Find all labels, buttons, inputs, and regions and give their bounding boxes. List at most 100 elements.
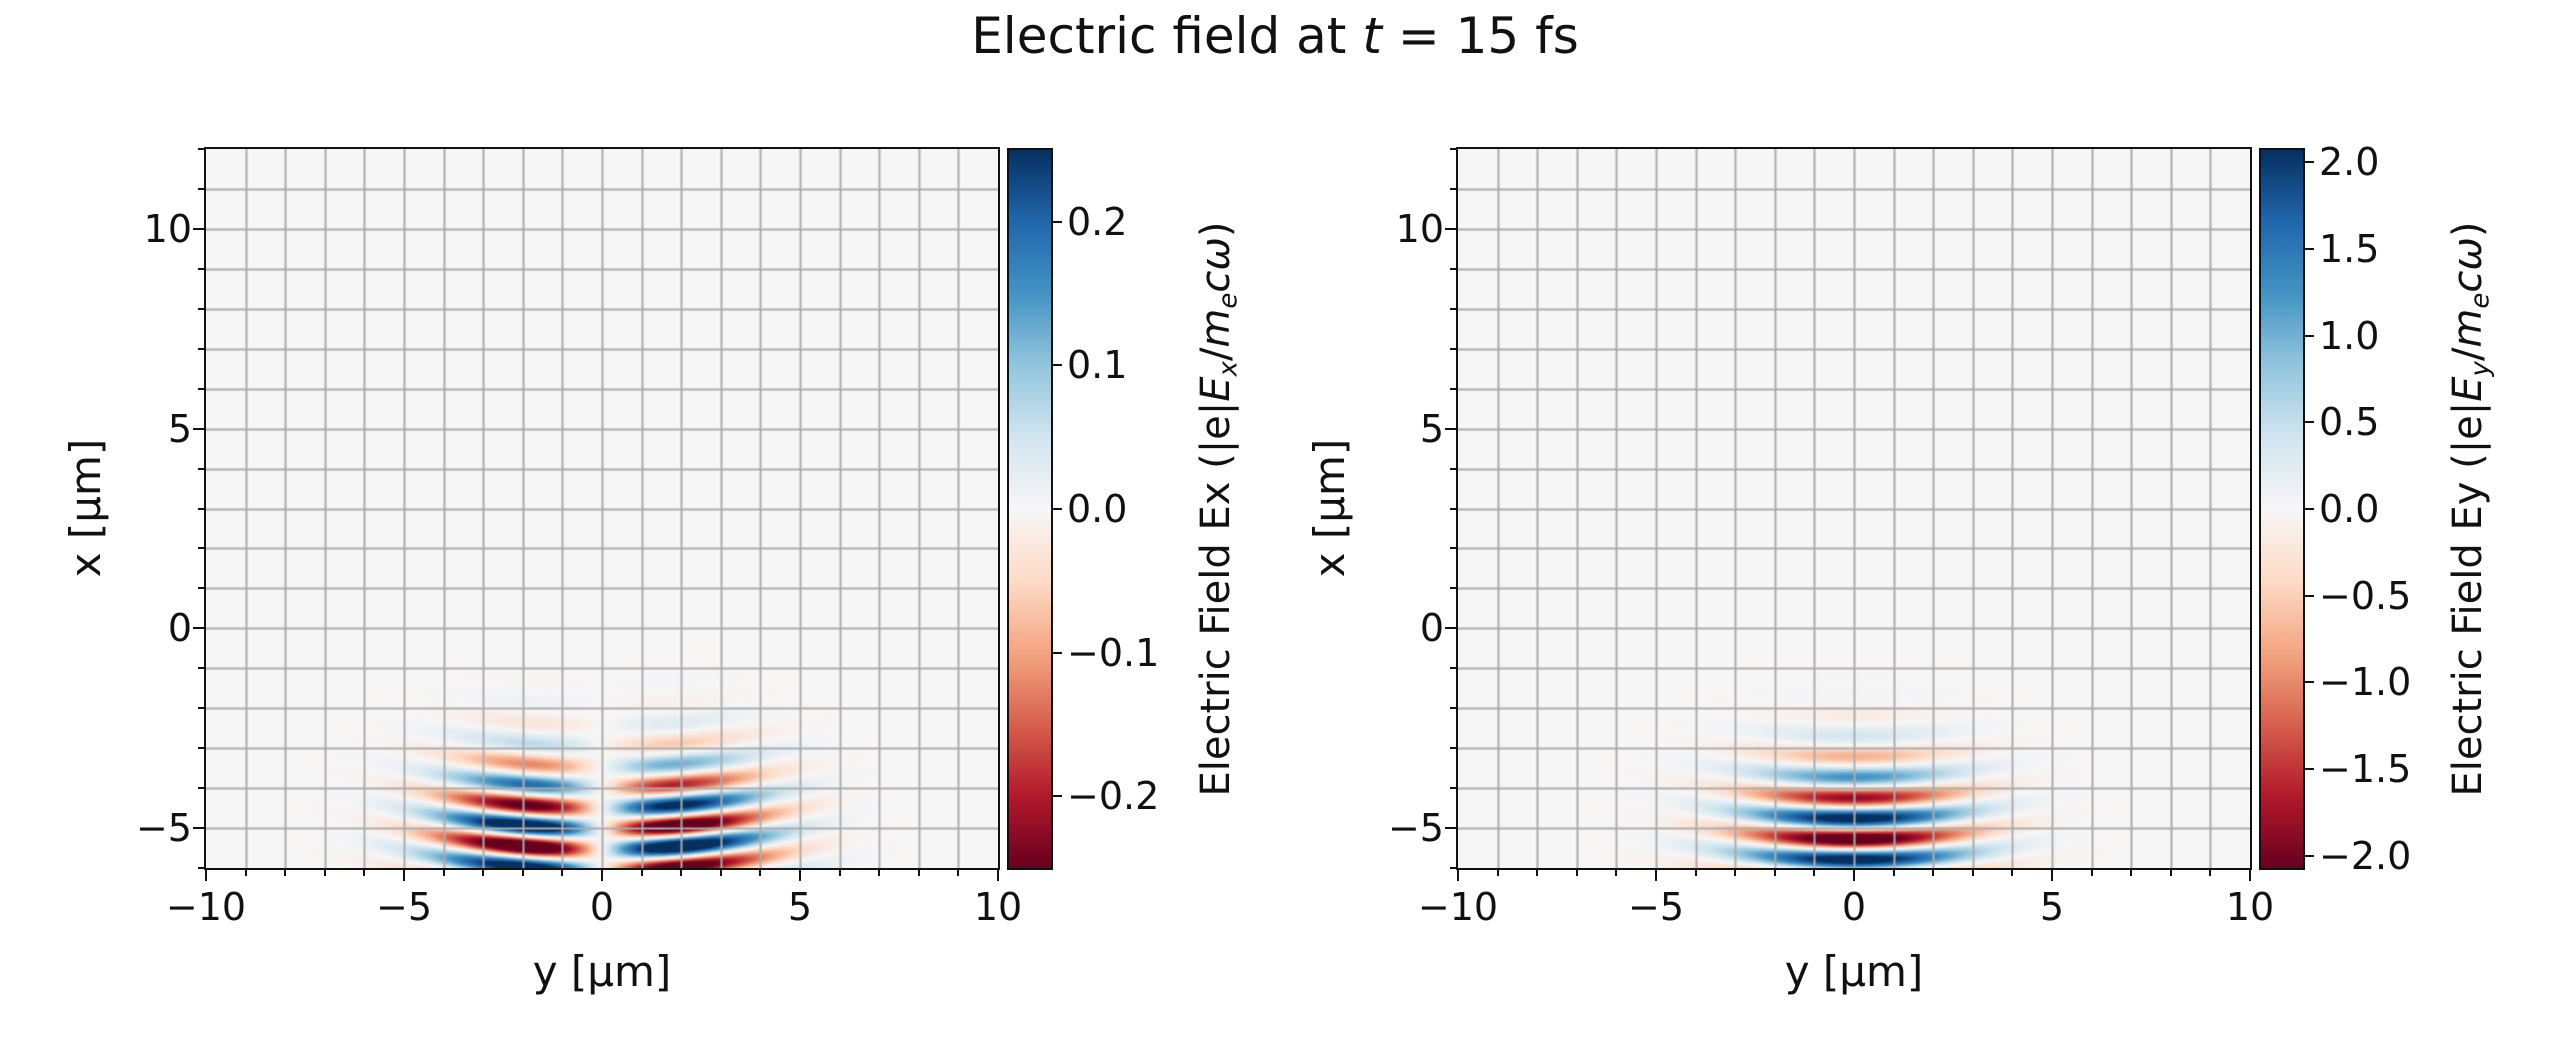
colorbar-tick-label: −2.0 (2319, 833, 2412, 878)
y-major-tick (193, 427, 204, 430)
y-minor-tick (198, 347, 204, 350)
y-axis-label-ey: x [μm] (1305, 438, 1354, 578)
x-minor-tick (2169, 870, 2172, 876)
colorbar-tick-label: −1.0 (2319, 660, 2412, 705)
colorbar-tick (2305, 854, 2314, 857)
label-fragment: y (2465, 361, 2496, 377)
heatmap-ex-canvas (206, 149, 998, 868)
x-minor-tick (917, 870, 920, 876)
x-minor-tick (1734, 870, 1737, 876)
y-minor-tick (1450, 587, 1456, 590)
x-tick-label: 10 (973, 885, 1023, 929)
colorbar-tick-label: −1.5 (2319, 747, 2412, 792)
x-tick-label: −5 (1627, 885, 1685, 929)
x-minor-tick (719, 870, 722, 876)
x-major-tick (205, 870, 207, 881)
x-major-tick (2249, 870, 2251, 881)
subplot-ey-plot-area (1456, 147, 2252, 870)
subplot-ex-plot-area (204, 147, 1000, 870)
x-minor-tick (244, 870, 247, 876)
colorbar-tick (1053, 508, 1062, 510)
colorbar-tick (1053, 795, 1062, 798)
y-major-tick (1445, 427, 1456, 430)
colorbar-ey (2259, 148, 2305, 870)
y-tick-label: 5 (167, 406, 192, 451)
colorbar-tick (2305, 161, 2314, 164)
colorbar-tick-label: 1.5 (2319, 226, 2380, 271)
y-minor-tick (1450, 507, 1456, 510)
label-fragment: Electric field at (971, 7, 1363, 65)
y-tick-label: 10 (143, 206, 192, 251)
x-minor-tick (878, 870, 881, 876)
colorbar-tick-label: −0.2 (1067, 774, 1160, 819)
label-fragment: t (1362, 7, 1382, 65)
y-minor-tick (198, 148, 204, 150)
x-axis-label-ex: y [μm] (532, 947, 672, 996)
y-axis-label-ex: x [μm] (61, 438, 110, 578)
y-minor-tick (198, 747, 204, 750)
colorbar-tick-label: 0.1 (1067, 343, 1128, 388)
y-minor-tick (198, 187, 204, 190)
x-minor-tick (1773, 870, 1776, 876)
colorbar-tick-label: 2.0 (2319, 140, 2380, 185)
y-minor-tick (198, 787, 204, 790)
y-minor-tick (198, 507, 204, 510)
colorbar-tick-label: −0.5 (2319, 573, 2412, 618)
y-tick-label: 10 (1395, 206, 1444, 251)
x-minor-tick (2130, 870, 2133, 876)
colorbar-tick (2305, 768, 2314, 771)
x-major-tick (799, 870, 801, 881)
colorbar-tick (2305, 421, 2314, 424)
x-minor-tick (1694, 870, 1697, 876)
y-major-tick (1445, 227, 1456, 230)
x-minor-tick (1813, 870, 1816, 876)
x-major-tick (403, 870, 405, 881)
y-major-tick (193, 827, 204, 830)
x-tick-label: 0 (1841, 885, 1867, 929)
y-minor-tick (1450, 707, 1456, 710)
x-tick-label: −5 (375, 885, 433, 929)
y-minor-tick (1450, 187, 1456, 190)
label-fragment: = 15 fs (1381, 7, 1579, 65)
colorbar-tick-label: 0.0 (2319, 487, 2380, 531)
x-minor-tick (759, 870, 762, 876)
y-major-tick (193, 627, 204, 630)
x-minor-tick (838, 870, 841, 876)
y-minor-tick (1450, 267, 1456, 270)
x-major-tick (2051, 870, 2053, 881)
x-minor-tick (1536, 870, 1539, 876)
y-minor-tick (1450, 467, 1456, 470)
x-tick-label: 10 (2225, 885, 2275, 929)
x-major-tick (997, 870, 999, 881)
label-fragment: c (1193, 270, 1239, 293)
x-major-tick (601, 870, 603, 881)
y-tick-label: 5 (1419, 406, 1444, 451)
y-minor-tick (1450, 667, 1456, 670)
x-tick-label: −10 (1417, 885, 1499, 929)
colorbar-tick-label: 0.2 (1067, 199, 1128, 244)
y-minor-tick (198, 387, 204, 390)
x-minor-tick (1575, 870, 1578, 876)
x-minor-tick (1615, 870, 1618, 876)
colorbar-tick (2305, 681, 2314, 684)
x-major-tick (1457, 870, 1459, 881)
y-minor-tick (198, 587, 204, 590)
colorbar-tick (1053, 220, 1062, 223)
heatmap-ey-canvas (1458, 149, 2250, 868)
label-fragment: Electric Field Ex (|e| (1193, 401, 1239, 797)
x-minor-tick (2209, 870, 2212, 876)
colorbar-tick-label: −0.1 (1067, 630, 1160, 675)
y-minor-tick (198, 547, 204, 550)
x-tick-label: 0 (589, 885, 615, 929)
colorbar-tick-label: 0.5 (2319, 400, 2380, 445)
y-tick-label: 0 (1419, 606, 1444, 651)
x-minor-tick (1892, 870, 1895, 876)
colorbar-tick (2305, 508, 2314, 510)
colorbar-tick (2305, 334, 2314, 337)
x-minor-tick (1496, 870, 1499, 876)
x-minor-tick (1932, 870, 1935, 876)
colorbar-tick-label: 0.0 (1067, 487, 1128, 531)
label-fragment: e (2465, 292, 2496, 309)
y-minor-tick (1450, 347, 1456, 350)
